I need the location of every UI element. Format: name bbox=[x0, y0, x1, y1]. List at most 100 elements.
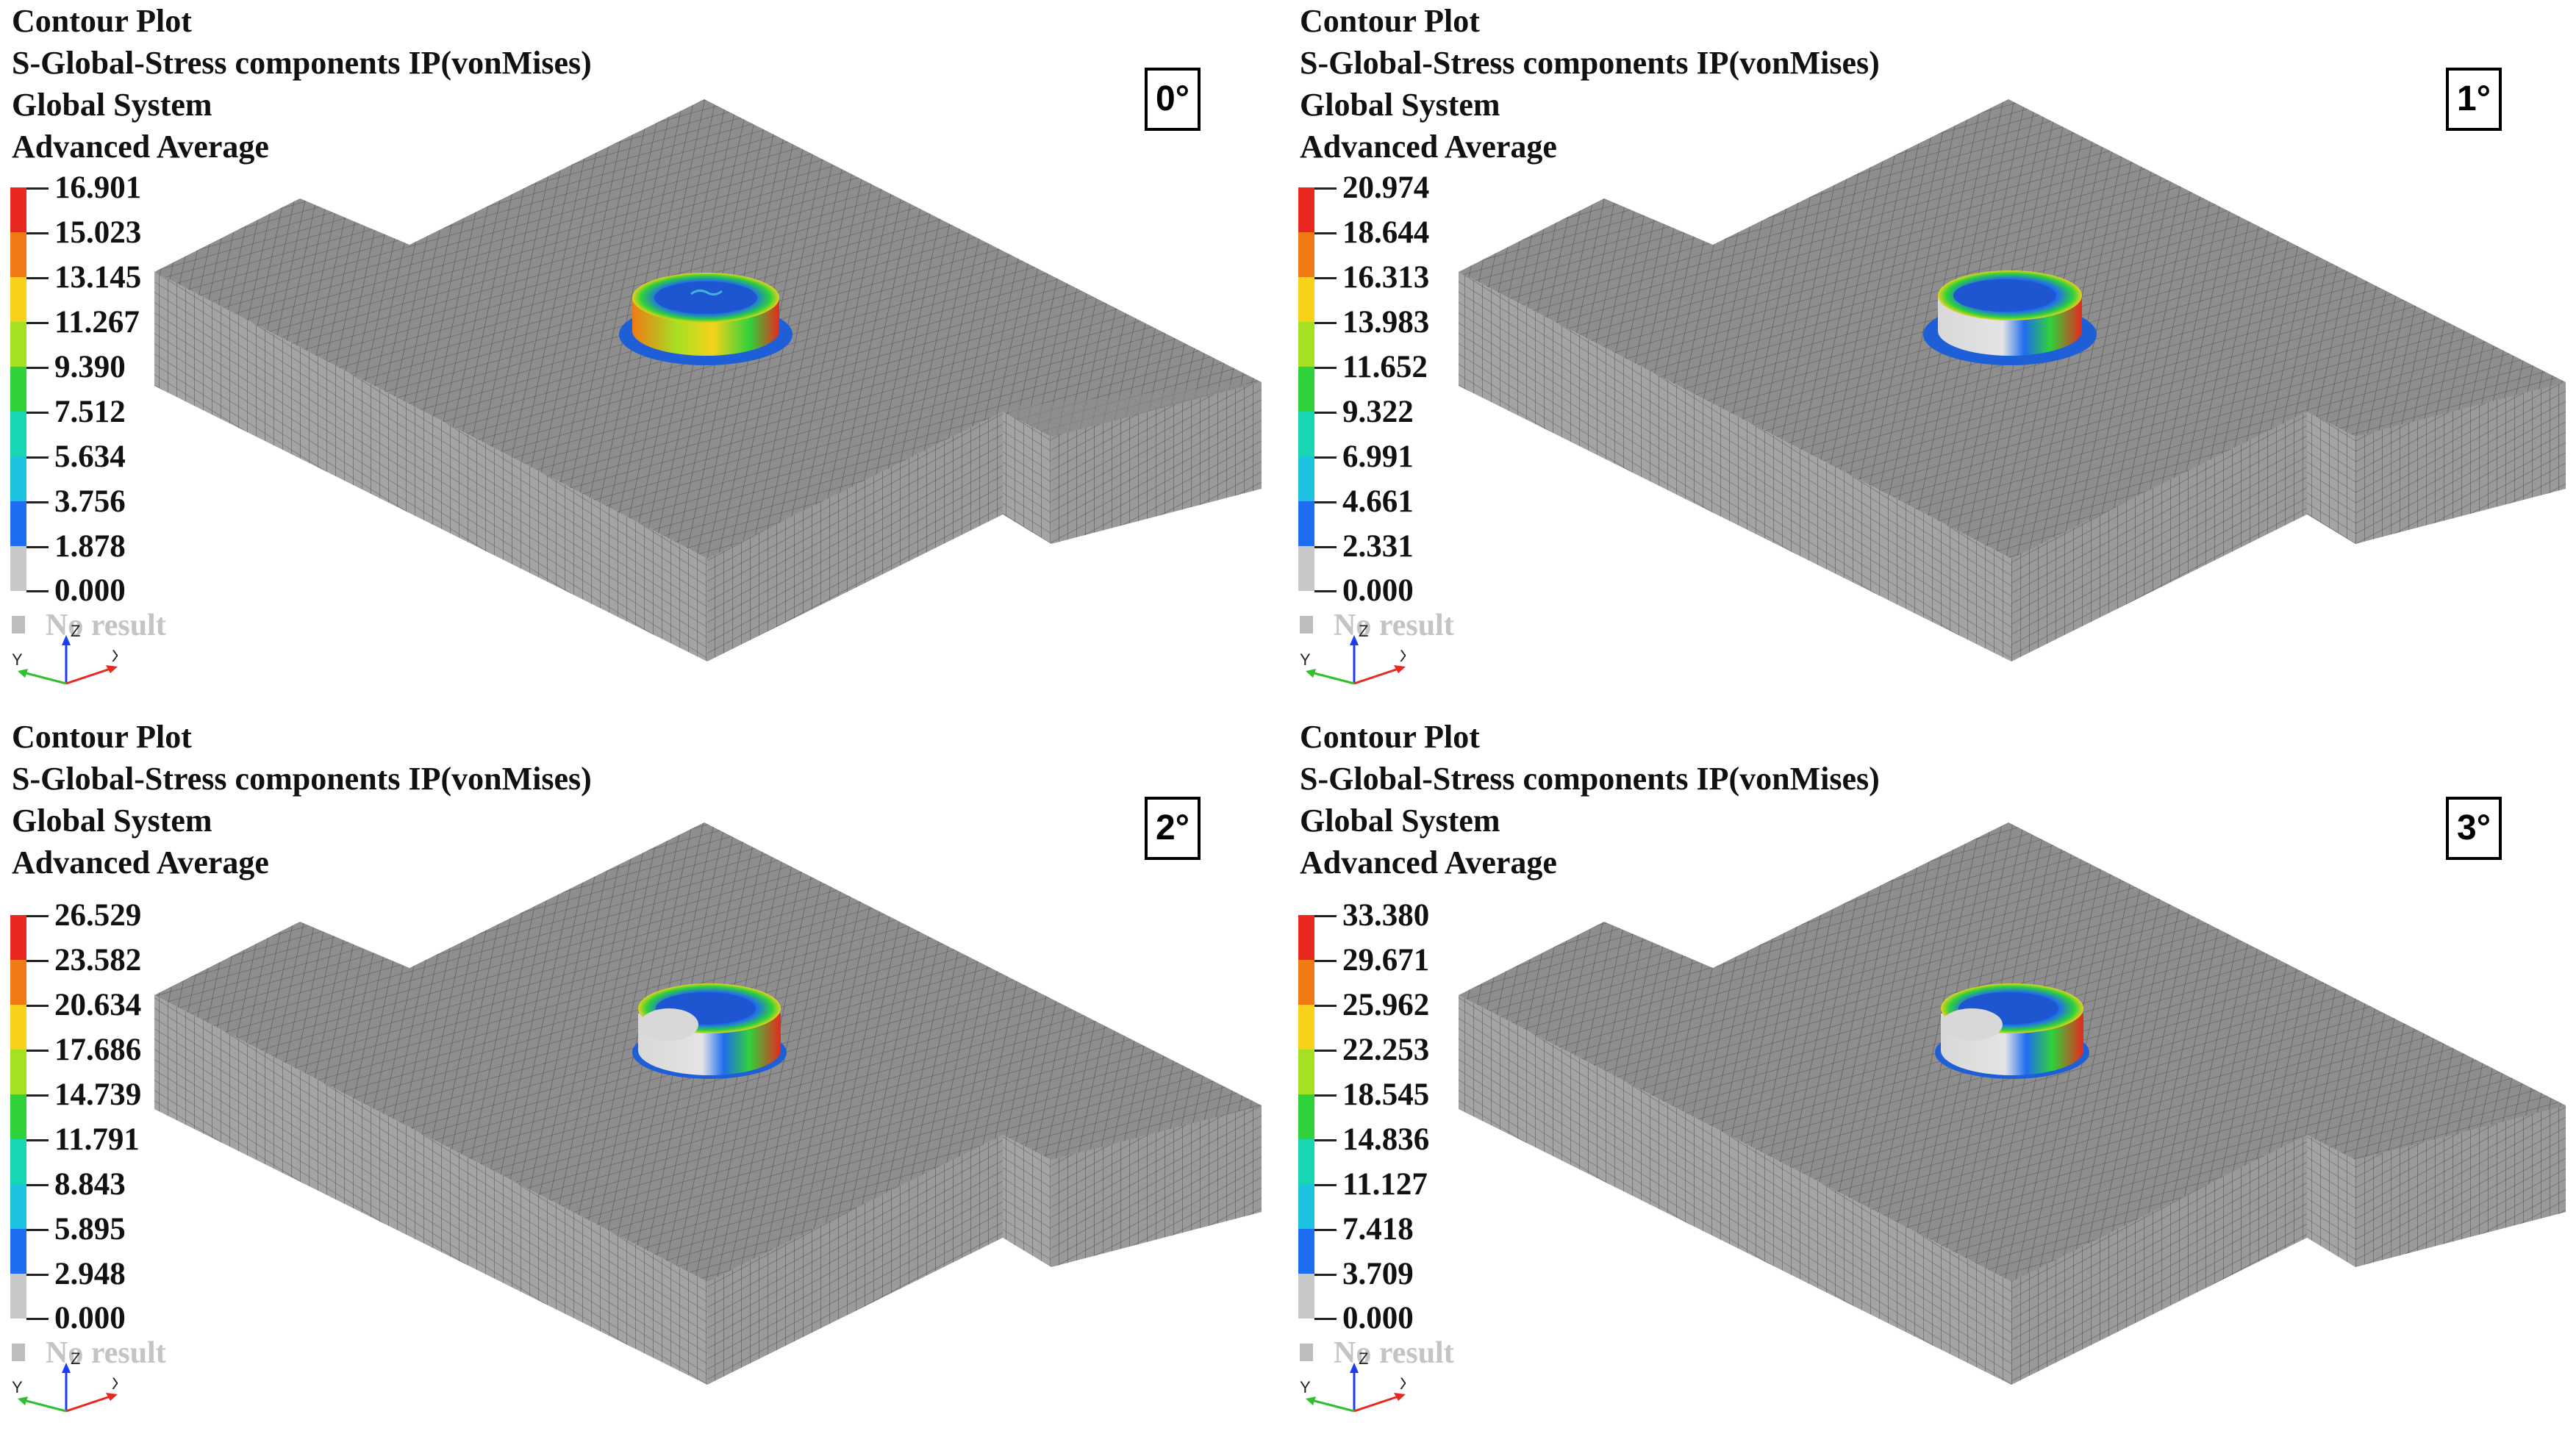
legend-value: 9.322 bbox=[1342, 395, 1414, 429]
plot-header: Contour Plot S-Global-Stress components … bbox=[1300, 0, 1880, 168]
legend-value: 0.000 bbox=[1342, 573, 1414, 608]
angle-label: 1° bbox=[2446, 68, 2502, 131]
fe-mesh-model bbox=[154, 822, 1262, 1385]
mesh-notch-face bbox=[2307, 412, 2355, 544]
svg-text:X: X bbox=[112, 1374, 118, 1393]
mesh-front-left-face bbox=[154, 995, 707, 1385]
legend-value: 3.709 bbox=[1342, 1257, 1414, 1291]
axis-triad-icon: Y X Z bbox=[12, 625, 118, 685]
mesh-front-right-face bbox=[2011, 1135, 2307, 1385]
contour-panel-2deg: Contour Plot S-Global-Stress components … bbox=[0, 716, 1288, 1431]
legend-value: 5.895 bbox=[54, 1212, 126, 1247]
svg-text:X: X bbox=[112, 647, 118, 665]
legend-value: 18.545 bbox=[1342, 1077, 1430, 1112]
no-result-swatch bbox=[12, 1344, 25, 1361]
mesh-front-right-face bbox=[2011, 412, 2307, 661]
legend-value: 13.145 bbox=[54, 260, 142, 295]
axis-triad-icon: Y X Z bbox=[12, 1352, 118, 1413]
legend-value: 11.791 bbox=[54, 1122, 140, 1157]
plot-type-label: Contour Plot bbox=[1300, 3, 1480, 39]
legend-swatch bbox=[10, 501, 26, 546]
legend-value: 8.843 bbox=[54, 1167, 126, 1202]
mesh-front-right-face bbox=[707, 1135, 1003, 1385]
legend-value: 29.671 bbox=[1342, 943, 1430, 978]
mesh-front-right-face bbox=[707, 412, 1003, 661]
mesh-notch-face bbox=[1003, 412, 1051, 544]
svg-text:Y: Y bbox=[12, 650, 23, 669]
coordinate-system-label: Global System bbox=[1300, 87, 1500, 123]
legend-swatch bbox=[10, 456, 26, 501]
legend-value: 15.023 bbox=[54, 215, 142, 250]
legend-value: 4.661 bbox=[1342, 484, 1414, 519]
angle-label: 0° bbox=[1145, 68, 1201, 131]
footing-disk bbox=[619, 273, 793, 365]
legend-value: 16.901 bbox=[54, 171, 142, 205]
averaging-label: Advanced Average bbox=[1300, 844, 1557, 881]
legend-value: 23.582 bbox=[54, 943, 142, 978]
plot-type-label: Contour Plot bbox=[12, 3, 192, 39]
mesh-right-face bbox=[2355, 382, 2566, 544]
coordinate-system-label: Global System bbox=[1300, 803, 1500, 839]
svg-text:X: X bbox=[1400, 647, 1406, 665]
plot-type-label: Contour Plot bbox=[1300, 719, 1480, 755]
svg-text:Z: Z bbox=[71, 1352, 80, 1368]
legend-value: 0.000 bbox=[54, 573, 126, 608]
plot-header: Contour Plot S-Global-Stress components … bbox=[1300, 716, 1880, 883]
legend-value: 2.331 bbox=[1342, 529, 1414, 564]
legend-value: 25.962 bbox=[1342, 988, 1430, 1022]
footing-disk bbox=[1935, 983, 2089, 1079]
footing-disk bbox=[632, 983, 787, 1079]
mesh-front-left-face bbox=[154, 272, 707, 661]
legend-value: 14.836 bbox=[1342, 1122, 1430, 1157]
coordinate-system-label: Global System bbox=[12, 803, 212, 839]
fe-mesh-model bbox=[1459, 822, 2566, 1385]
mesh-right-face bbox=[1051, 382, 1262, 544]
legend-value: 11.127 bbox=[1342, 1167, 1428, 1202]
result-type-label: S-Global-Stress components IP(vonMises) bbox=[1300, 761, 1880, 797]
angle-label: 3° bbox=[2446, 797, 2502, 860]
averaging-label: Advanced Average bbox=[1300, 129, 1557, 165]
legend-value: 3.756 bbox=[54, 484, 126, 519]
no-result-swatch bbox=[12, 616, 25, 634]
legend-value: 22.253 bbox=[1342, 1033, 1430, 1067]
legend-value: 6.991 bbox=[1342, 440, 1414, 474]
svg-text:Z: Z bbox=[1359, 625, 1368, 640]
mesh-right-face bbox=[2355, 1105, 2566, 1267]
averaging-label: Advanced Average bbox=[12, 844, 269, 881]
coordinate-system-label: Global System bbox=[12, 87, 212, 123]
no-result-swatch bbox=[1300, 1344, 1313, 1361]
legend-value: 1.878 bbox=[54, 529, 126, 564]
legend-swatch bbox=[10, 232, 26, 277]
mesh-notch-face bbox=[2307, 1135, 2355, 1267]
legend-value: 17.686 bbox=[54, 1033, 142, 1067]
legend-value: 9.390 bbox=[54, 350, 126, 384]
legend-value: 33.380 bbox=[1342, 898, 1430, 933]
legend-value: 16.313 bbox=[1342, 260, 1430, 295]
svg-text:Z: Z bbox=[1359, 1352, 1368, 1368]
legend-swatch bbox=[10, 412, 26, 456]
mesh-front-left-face bbox=[1459, 272, 2011, 661]
result-type-label: S-Global-Stress components IP(vonMises) bbox=[1300, 45, 1880, 81]
legend-swatch bbox=[10, 546, 26, 591]
svg-text:Y: Y bbox=[1300, 1378, 1311, 1396]
no-result-swatch bbox=[1300, 616, 1313, 634]
fe-mesh-model bbox=[154, 99, 1262, 661]
legend-value: 11.267 bbox=[54, 305, 140, 340]
averaging-label: Advanced Average bbox=[12, 129, 269, 165]
result-type-label: S-Global-Stress components IP(vonMises) bbox=[12, 45, 592, 81]
svg-text:Z: Z bbox=[71, 625, 80, 640]
fe-mesh-model bbox=[1459, 99, 2566, 661]
footing-disk bbox=[1923, 270, 2097, 365]
result-type-label: S-Global-Stress components IP(vonMises) bbox=[12, 761, 592, 797]
mesh-front-left-face bbox=[1459, 995, 2011, 1385]
angle-label: 2° bbox=[1145, 797, 1201, 860]
legend-swatch bbox=[10, 367, 26, 412]
plot-type-label: Contour Plot bbox=[12, 719, 192, 755]
plot-header: Contour Plot S-Global-Stress components … bbox=[12, 716, 592, 883]
contour-panel-1deg: Contour Plot S-Global-Stress components … bbox=[1288, 0, 2576, 715]
svg-text:X: X bbox=[1400, 1374, 1406, 1393]
legend-value: 0.000 bbox=[54, 1301, 126, 1335]
svg-text:Y: Y bbox=[1300, 650, 1311, 669]
contour-panel-0deg: Contour Plot S-Global-Stress components … bbox=[0, 0, 1288, 715]
legend-value: 5.634 bbox=[54, 440, 126, 474]
